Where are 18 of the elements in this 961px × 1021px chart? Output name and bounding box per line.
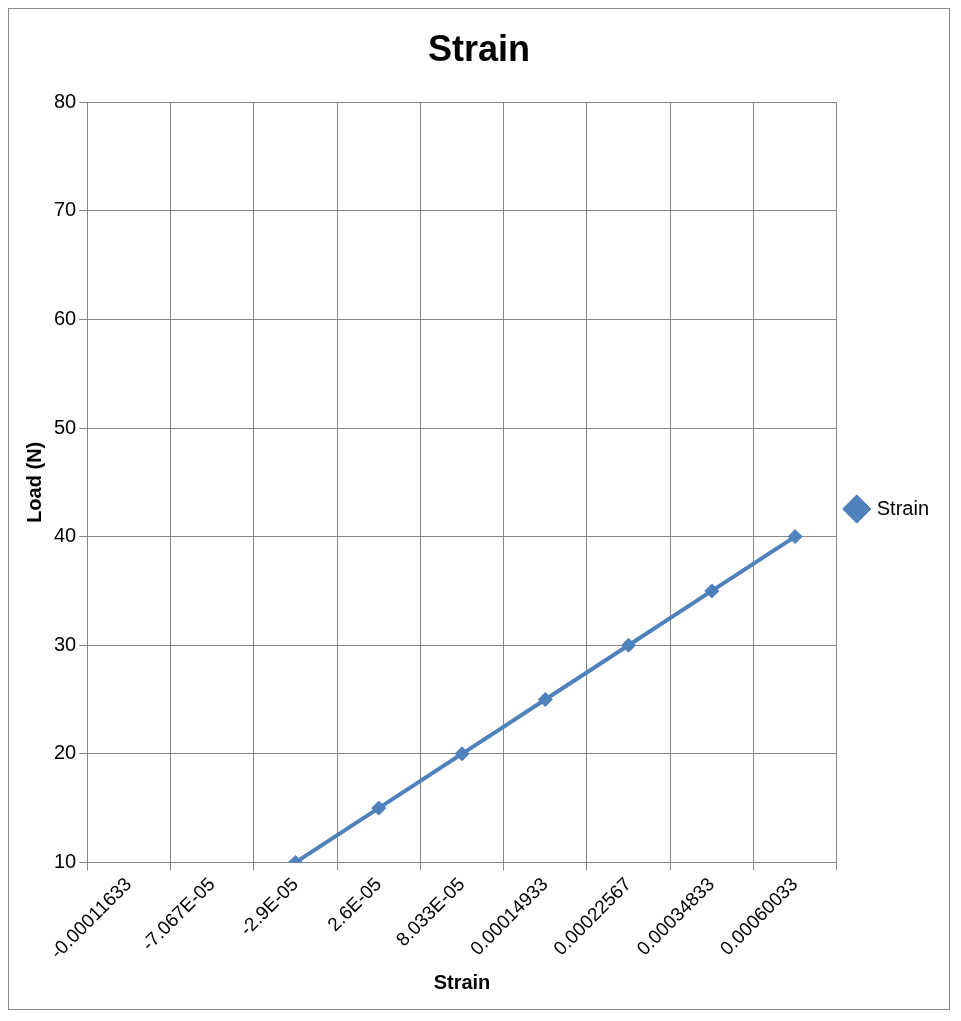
y-tick-label: 70	[54, 198, 77, 221]
y-tick-label: 10	[54, 849, 77, 872]
y-tick-label: 50	[54, 415, 77, 438]
y-tick-label: 20	[54, 741, 77, 764]
y-tick-label: 30	[54, 632, 77, 655]
legend-label: Strain	[876, 496, 929, 519]
point	[454, 746, 470, 762]
y-tick-label: 40	[54, 524, 77, 547]
point	[787, 529, 803, 545]
point	[621, 637, 637, 653]
chart-title: Strain	[427, 27, 531, 69]
x-axis-title: Strain	[433, 970, 491, 993]
y-tick-label: 60	[54, 306, 77, 329]
y-tick-label: 80	[54, 89, 77, 112]
point	[537, 692, 553, 708]
point	[704, 583, 720, 599]
point	[371, 800, 387, 816]
y-axis-title: Load (N)	[22, 441, 45, 523]
